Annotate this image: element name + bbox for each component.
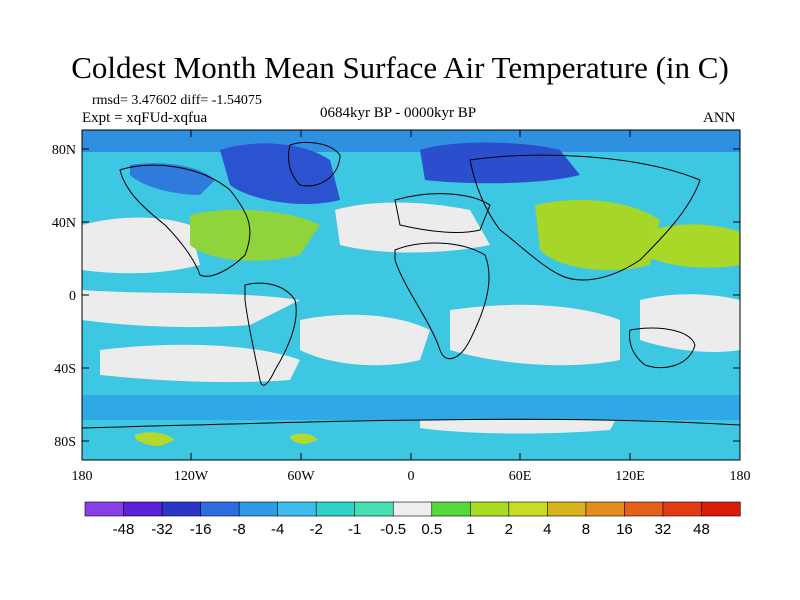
lat-tick-40s: 40S xyxy=(54,362,76,377)
colorbar-label: 8 xyxy=(582,521,590,538)
coast-antarctica xyxy=(81,418,741,429)
lon-axis: 180 120W 60W 0 60E 120E 180 xyxy=(72,130,751,484)
field-warm-asia xyxy=(535,200,660,270)
lon-tick-60e: 60E xyxy=(509,469,532,484)
coastlines xyxy=(81,142,741,429)
colorbar-swatch xyxy=(662,501,703,517)
colorbar-swatch xyxy=(508,501,548,517)
coast-asia xyxy=(469,154,701,281)
colorbar-label: -16 xyxy=(190,521,212,538)
lat-tick-40n: 40N xyxy=(52,216,76,231)
colorbar-swatch xyxy=(431,501,471,517)
colorbar: -48 -32 -16 -8 -4 -2 -1 -0.5 0.5 1 2 4 8 16 32 48 xyxy=(84,501,741,538)
coast-north-america xyxy=(119,164,251,277)
coast-greenland xyxy=(287,142,341,187)
colorbar-swatch xyxy=(624,501,664,517)
colorbar-label: -32 xyxy=(151,521,173,538)
map-title: Coldest Month Mean Surface Air Temperatu… xyxy=(71,50,729,85)
colorbar-label: 4 xyxy=(543,521,551,538)
colorbar-swatch xyxy=(123,501,163,517)
colorbar-label: -1 xyxy=(348,521,361,538)
field-cold-antarctic xyxy=(82,395,740,420)
lat-axis: 80N 40N 0 40S 80S xyxy=(52,143,740,450)
colorbar-swatch xyxy=(84,501,125,517)
field-cold-siberia xyxy=(420,142,580,184)
coast-africa xyxy=(394,242,490,360)
colorbar-label: 0.5 xyxy=(421,521,442,538)
colorbar-label: -0.5 xyxy=(380,521,406,538)
lon-tick-0: 0 xyxy=(408,469,415,484)
season-label: ANN xyxy=(703,110,736,126)
lat-tick-0: 0 xyxy=(69,289,76,304)
colorbar-label: 2 xyxy=(505,521,513,538)
field-zero-spac xyxy=(100,344,300,383)
colorbar-swatch xyxy=(585,501,626,517)
field-zero-indian xyxy=(450,304,620,366)
field-warm-antarctic-2 xyxy=(290,433,318,444)
field-warm-npac-east xyxy=(650,224,740,268)
lat-tick-80s: 80S xyxy=(54,435,76,450)
colorbar-swatch xyxy=(701,501,741,517)
colorbar-swatch xyxy=(354,501,394,517)
colorbar-label: 48 xyxy=(693,521,710,538)
field-zero-wpac xyxy=(640,294,740,352)
colorbar-label: -4 xyxy=(271,521,284,538)
period-label: 0684kyr BP - 0000kyr BP xyxy=(320,105,477,121)
experiment-line: Expt = xqFUd-xqfua xyxy=(82,110,208,126)
coast-australia xyxy=(629,327,696,369)
field-warm-antarctic-1 xyxy=(135,432,175,446)
colorbar-label: -2 xyxy=(310,521,323,538)
field-warm-namerica xyxy=(190,209,320,261)
colorbar-swatch xyxy=(315,501,356,517)
lat-tick-80n: 80N xyxy=(52,143,76,158)
lon-tick-180e: 180 xyxy=(730,469,751,484)
colorbar-swatch xyxy=(238,501,279,517)
lon-tick-180w: 180 xyxy=(72,469,93,484)
lon-tick-60w: 60W xyxy=(287,469,315,484)
map-field xyxy=(82,130,740,460)
colorbar-swatch xyxy=(469,501,510,517)
colorbar-label: -8 xyxy=(232,521,245,538)
colorbar-swatch xyxy=(200,501,240,517)
lon-tick-120e: 120E xyxy=(615,469,645,484)
field-cold-greenland xyxy=(220,143,340,205)
colorbar-swatch xyxy=(161,501,202,517)
colorbar-swatch xyxy=(392,501,433,517)
colorbar-label: 16 xyxy=(616,521,633,538)
field-zero-satl xyxy=(300,314,430,366)
stats-line: rmsd= 3.47602 diff= -1.54075 xyxy=(92,93,262,108)
colorbar-label: 1 xyxy=(466,521,474,538)
colorbar-swatch xyxy=(547,501,587,517)
coast-south-america xyxy=(244,282,297,386)
colorbar-swatch xyxy=(277,501,317,517)
colorbar-label: -48 xyxy=(113,521,135,538)
coast-europe xyxy=(394,193,491,233)
lon-tick-120w: 120W xyxy=(174,469,209,484)
colorbar-label: 32 xyxy=(655,521,672,538)
